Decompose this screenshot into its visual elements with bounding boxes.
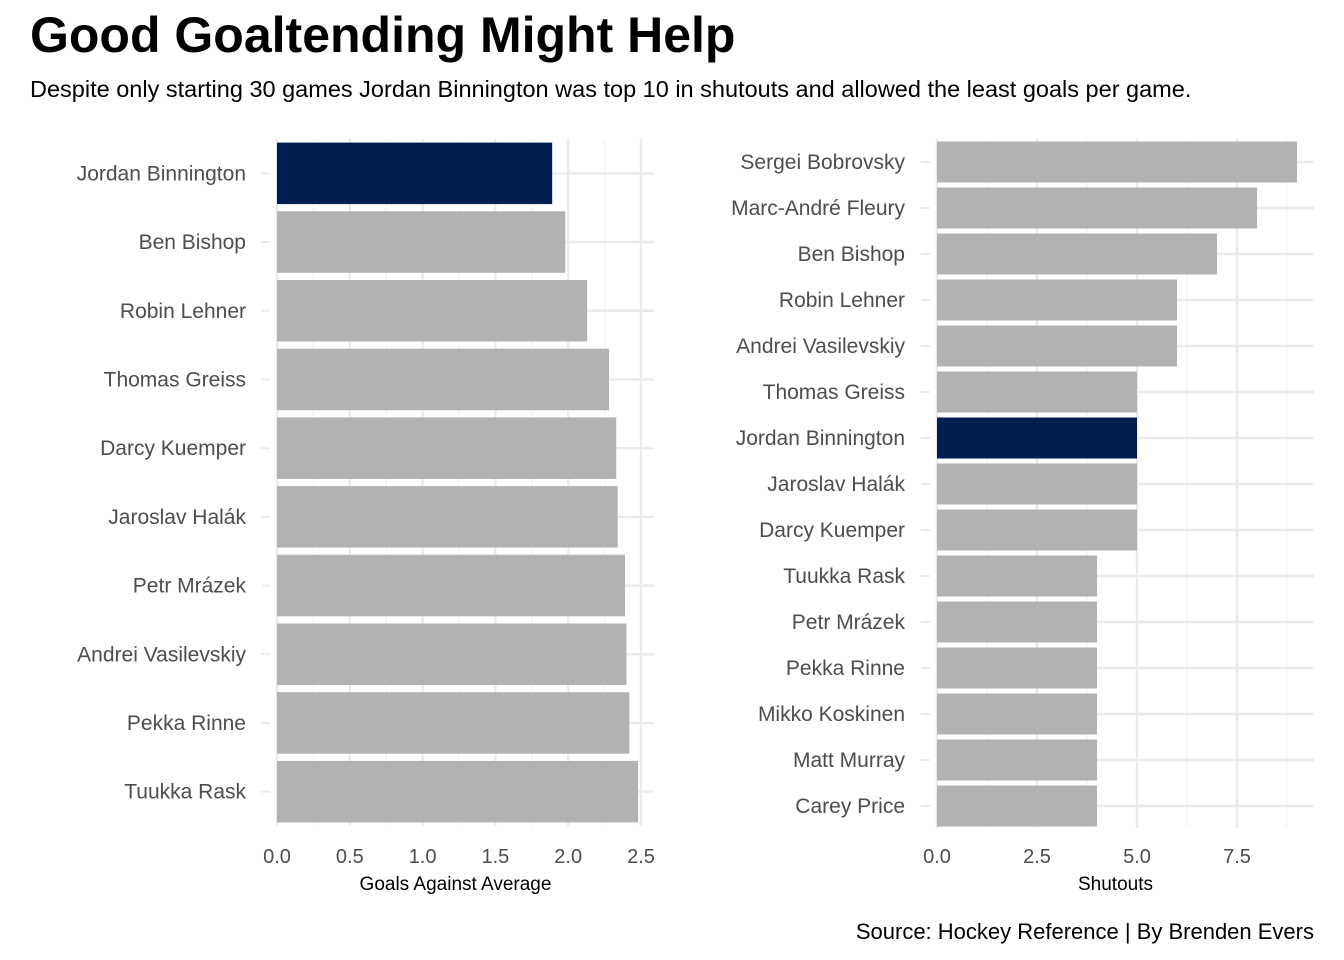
shutouts-category-label: Jordan Binnington xyxy=(736,427,905,450)
gaa-bars xyxy=(277,142,639,823)
gaa-category-label: Thomas Greiss xyxy=(104,368,246,391)
shutouts-bar-carey-price xyxy=(937,785,1097,827)
shutouts-category-label: Matt Murray xyxy=(793,749,906,772)
shutouts-xtick-label: 5.0 xyxy=(1123,846,1151,868)
gaa-bar-robin-lehner xyxy=(277,280,588,342)
shutouts-bar-ben-bishop xyxy=(937,233,1217,275)
gaa-bar-jordan-binnington xyxy=(277,142,553,205)
shutouts-category-label: Tuukka Rask xyxy=(783,565,905,588)
shutouts-axis-title: Shutouts xyxy=(1078,874,1153,895)
shutouts-bar-robin-lehner xyxy=(937,279,1177,321)
gaa-bar-darcy-kuemper xyxy=(277,417,617,479)
gaa-category-label: Andrei Vasilevskiy xyxy=(77,643,246,666)
shutouts-bar-andrei-vasilevskiy xyxy=(937,325,1177,367)
gaa-bar-andrei-vasilevskiy xyxy=(277,623,627,685)
chart-title: Good Goaltending Might Help xyxy=(30,7,736,63)
gaa-bar-jaroslav-halak xyxy=(277,486,618,548)
gaa-category-label: Petr Mrázek xyxy=(133,575,247,598)
gaa-bar-pekka-rinne xyxy=(277,692,630,754)
gaa-xtick-label: 1.5 xyxy=(481,846,509,868)
gaa-xtick-label: 1.0 xyxy=(409,846,437,868)
shutouts-category-label: Ben Bishop xyxy=(798,243,905,266)
gaa-xtick-label: 0.5 xyxy=(336,846,364,868)
gaa-bar-ben-bishop xyxy=(277,211,566,273)
gaa-category-label: Jordan Binnington xyxy=(77,162,246,185)
shutouts-bar-thomas-greiss xyxy=(937,371,1137,413)
shutouts-bar-petr-mrazek xyxy=(937,601,1097,643)
shutouts-category-label: Andrei Vasilevskiy xyxy=(736,335,905,358)
shutouts-category-label: Jaroslav Halák xyxy=(767,473,905,496)
gaa-xtick-label: 2.5 xyxy=(627,846,655,868)
shutouts-bar-jordan-binnington xyxy=(937,417,1137,459)
shutouts-bar-mikko-koskinen xyxy=(937,693,1097,735)
shutouts-xtick-label: 0.0 xyxy=(923,846,951,868)
gaa-bar-tuukka-rask xyxy=(277,760,639,823)
shutouts-category-label: Mikko Koskinen xyxy=(758,703,905,726)
gaa-category-label: Darcy Kuemper xyxy=(100,437,246,460)
gaa-category-label: Ben Bishop xyxy=(139,231,246,254)
gaa-category-label: Pekka Rinne xyxy=(127,712,246,735)
shutouts-category-label: Thomas Greiss xyxy=(763,381,905,404)
gaa-category-label: Robin Lehner xyxy=(120,300,246,323)
gaa-category-label: Tuukka Rask xyxy=(124,781,246,804)
gaa-bar-thomas-greiss xyxy=(277,348,609,411)
shutouts-xtick-label: 7.5 xyxy=(1223,846,1251,868)
gaa-bar-chart: Jordan Binnington Ben Bishop Robin Lehner T… xyxy=(77,139,655,895)
chart-subtitle: Despite only starting 30 games Jordan Bi… xyxy=(30,76,1192,102)
shutouts-bar-marc-andre-fleury xyxy=(937,187,1257,229)
shutouts-category-label: Petr Mrázek xyxy=(792,611,906,634)
shutouts-bar-sergei-bobrovsky xyxy=(937,141,1297,183)
shutouts-bar-chart: Sergei Bobrovsky Marc-André Fleury Ben Bis… xyxy=(731,139,1314,895)
gaa-xtick-label: 0.0 xyxy=(263,846,291,868)
shutouts-category-label: Darcy Kuemper xyxy=(759,519,905,542)
shutouts-bar-tuukka-rask xyxy=(937,555,1097,597)
gaa-xtick-label: 2.0 xyxy=(554,846,582,868)
shutouts-category-label: Robin Lehner xyxy=(779,289,905,312)
shutouts-category-label: Sergei Bobrovsky xyxy=(740,151,905,174)
shutouts-bars xyxy=(937,141,1297,827)
shutouts-category-label: Marc-André Fleury xyxy=(731,197,905,220)
gaa-category-label: Jaroslav Halák xyxy=(108,506,246,529)
gaa-axis-title: Goals Against Average xyxy=(360,874,552,895)
source-caption: Source: Hockey Reference | By Brenden Ev… xyxy=(855,919,1314,944)
gaa-bar-petr-mrazek xyxy=(277,554,625,617)
shutouts-bar-pekka-rinne xyxy=(937,647,1097,689)
shutouts-xtick-label: 2.5 xyxy=(1023,846,1051,868)
shutouts-category-label: Pekka Rinne xyxy=(786,657,905,680)
shutouts-bar-matt-murray xyxy=(937,739,1097,781)
shutouts-category-label: Carey Price xyxy=(795,795,905,818)
shutouts-bar-jaroslav-halak xyxy=(937,463,1137,505)
shutouts-bar-darcy-kuemper xyxy=(937,509,1137,551)
